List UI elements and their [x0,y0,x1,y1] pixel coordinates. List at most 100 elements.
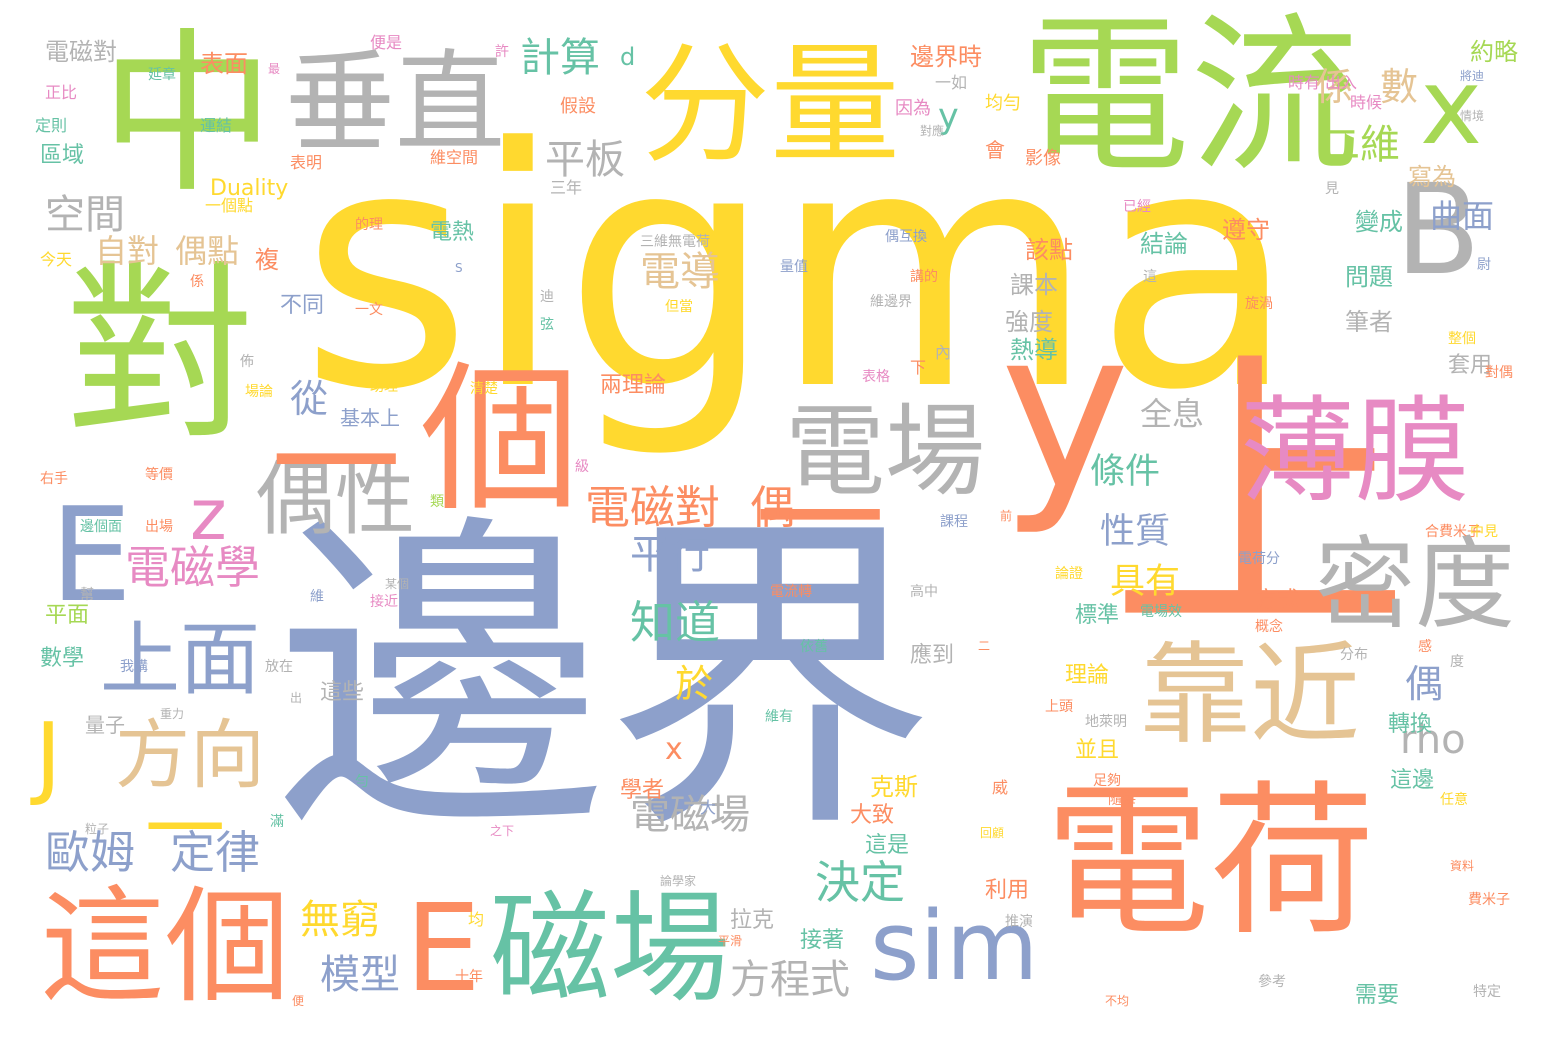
cloud-word: 定律 [170,826,261,879]
cloud-word: 上面 [100,613,260,706]
cloud-word: 具有 [1110,562,1181,602]
cloud-word: 維邊界 [870,294,912,310]
cloud-word: 課程 [940,514,968,530]
cloud-word: 便 [292,994,305,1008]
cloud-word: J [35,704,62,809]
cloud-word: 電導 [640,249,720,295]
cloud-word: y [938,97,959,137]
cloud-word: 歐姆 [45,826,136,879]
cloud-word: 性質 [1100,512,1171,552]
cloud-word: 資料 [1450,859,1475,873]
cloud-word: 內 [935,343,952,362]
cloud-word: 不均 [1105,994,1130,1008]
cloud-word: 這個 [40,875,290,1020]
cloud-word: 三年 [550,178,583,197]
cloud-word: sigma [300,78,1297,462]
cloud-word: 並且 [1075,738,1120,763]
cloud-word: 勻 [355,774,369,790]
cloud-word: 我講 [120,659,148,675]
cloud-word: 的理 [355,217,383,233]
cloud-word: 維有 [765,709,793,725]
cloud-word: 回顧 [980,826,1005,840]
cloud-word: 理論 [1065,663,1110,688]
cloud-word: 電磁場 [630,792,750,838]
cloud-word: 足夠 [1093,773,1121,789]
cloud-word: 下 [910,358,927,377]
cloud-word: 轉換 [1388,712,1433,737]
cloud-word: 分量 [640,29,901,181]
cloud-word: 垂直 [285,39,505,167]
cloud-word: 需要 [1355,983,1400,1008]
cloud-word: 數 [1380,65,1419,109]
cloud-word: 二維 [1320,122,1400,168]
cloud-word: 拉克 [730,908,775,933]
cloud-word: 均勻 [985,93,1021,114]
cloud-word: 之下 [490,824,515,838]
cloud-word: 自對 [95,232,160,270]
cloud-word: 許 [495,44,509,60]
cloud-word: 電流 [1020,0,1361,196]
cloud-word: 維 [310,589,324,605]
cloud-word: 級 [575,459,589,475]
cloud-word: 分布 [1340,647,1368,663]
cloud-word: 邊個面 [80,519,122,535]
cloud-word: 對 [65,244,256,465]
cloud-word: 套用 [1448,353,1493,378]
cloud-word: 靠近 [1140,631,1360,759]
cloud-word: 對應 [920,124,945,138]
cloud-word: 全息 [1140,395,1205,433]
cloud-word: 大 [700,798,717,817]
cloud-word: 電熱 [430,220,475,245]
cloud-word: 利用 [985,878,1030,903]
cloud-word: 上 [1110,325,1410,674]
cloud-word: z [190,474,227,556]
cloud-word: 接著 [800,928,845,953]
cloud-word: 定則 [35,116,68,135]
cloud-word: rho [1400,717,1466,763]
cloud-word: 出 [290,691,303,705]
cloud-word: 邊界時 [910,43,982,71]
cloud-word: 運結 [200,116,233,135]
cloud-word: 表明 [290,153,323,172]
cloud-word: 一文 [355,302,383,318]
cloud-word: 時有 [1288,73,1321,92]
cloud-word: 電磁學 [125,541,261,594]
cloud-word: 寫為 [1408,163,1456,191]
cloud-word: 平板 [545,137,625,183]
cloud-word: B [1395,158,1481,303]
cloud-word: 變成 [1355,208,1403,236]
cloud-word: 決定 [815,856,906,909]
cloud-word: 清楚 [470,381,498,397]
cloud-word: 這 [1143,269,1157,285]
cloud-word: 空間 [45,192,125,238]
cloud-word: 該點 [1025,236,1073,264]
cloud-word: 粒子 [85,822,110,836]
cloud-word: 接近 [370,594,398,610]
cloud-word: 場論 [245,384,273,400]
cloud-word: 二 [978,639,991,653]
cloud-word: 於 [675,662,714,706]
cloud-word: 合費米子 [1425,524,1481,540]
cloud-word: 出場 [145,519,173,535]
cloud-word: 中 [100,14,275,217]
cloud-word: 概念 [1255,619,1283,635]
cloud-word: 前 [1000,509,1013,523]
cloud-word: 假設 [560,96,596,117]
cloud-word: 佈 [240,354,254,370]
cloud-word: 結論 [1140,230,1188,258]
cloud-word: 表格 [862,369,890,385]
cloud-word: 特定 [1473,984,1501,1000]
cloud-word: 知道 [630,596,721,649]
cloud-word: 迪 [540,289,554,305]
cloud-word: 遵守 [1222,216,1270,244]
cloud-word: 量值 [780,259,808,275]
cloud-word: 問題 [1345,263,1393,291]
cloud-word: 論學家 [660,874,697,888]
cloud-word: 感 [1418,639,1432,655]
cloud-word: 威 [992,778,1009,797]
cloud-word: 數學 [40,646,85,671]
cloud-word: 電荷分 [1238,551,1280,567]
cloud-word: 均 [468,910,485,929]
cloud-word: 不同 [280,293,325,318]
cloud-word: 但當 [665,299,693,315]
